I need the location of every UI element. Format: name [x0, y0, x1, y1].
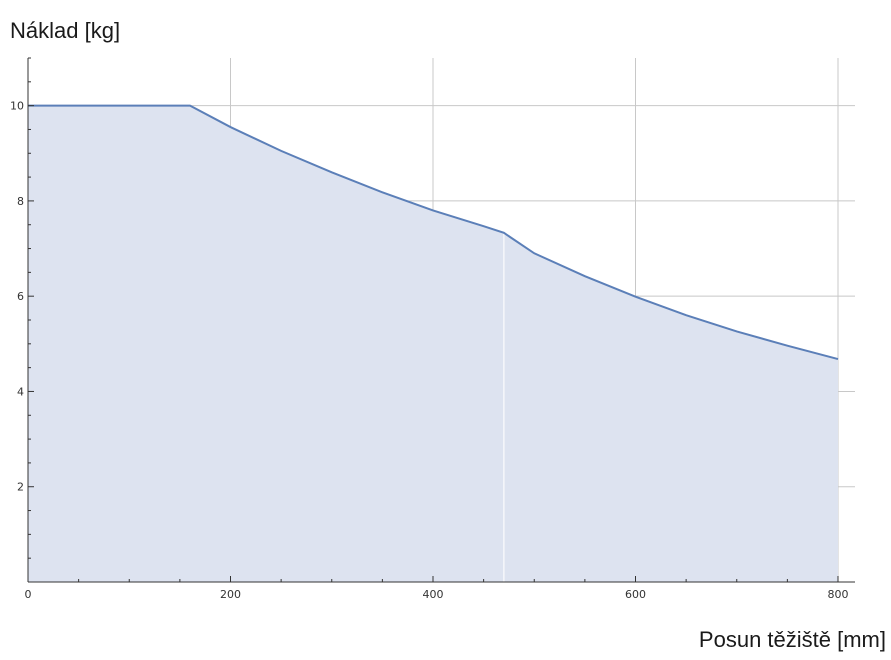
x-tick-label: 400 [423, 588, 444, 601]
area-fill [28, 105, 838, 582]
y-tick-label: 8 [17, 195, 24, 208]
y-tick-label: 6 [17, 290, 24, 303]
x-tick-label: 0 [25, 588, 32, 601]
plot-area [27, 104, 839, 582]
y-tick-label: 2 [17, 481, 24, 494]
x-tick-label: 800 [828, 588, 849, 601]
x-tick-label: 200 [220, 588, 241, 601]
y-axis-title: Náklad [kg] [10, 18, 120, 43]
x-axis-title: Posun těžiště [mm] [699, 627, 886, 652]
x-tick-label: 600 [625, 588, 646, 601]
ticks: 0 200 400 600 800 2 4 6 8 10 [10, 57, 849, 601]
y-tick-label: 10 [10, 100, 24, 113]
series-line [28, 104, 839, 361]
y-tick-label: 4 [17, 385, 24, 398]
